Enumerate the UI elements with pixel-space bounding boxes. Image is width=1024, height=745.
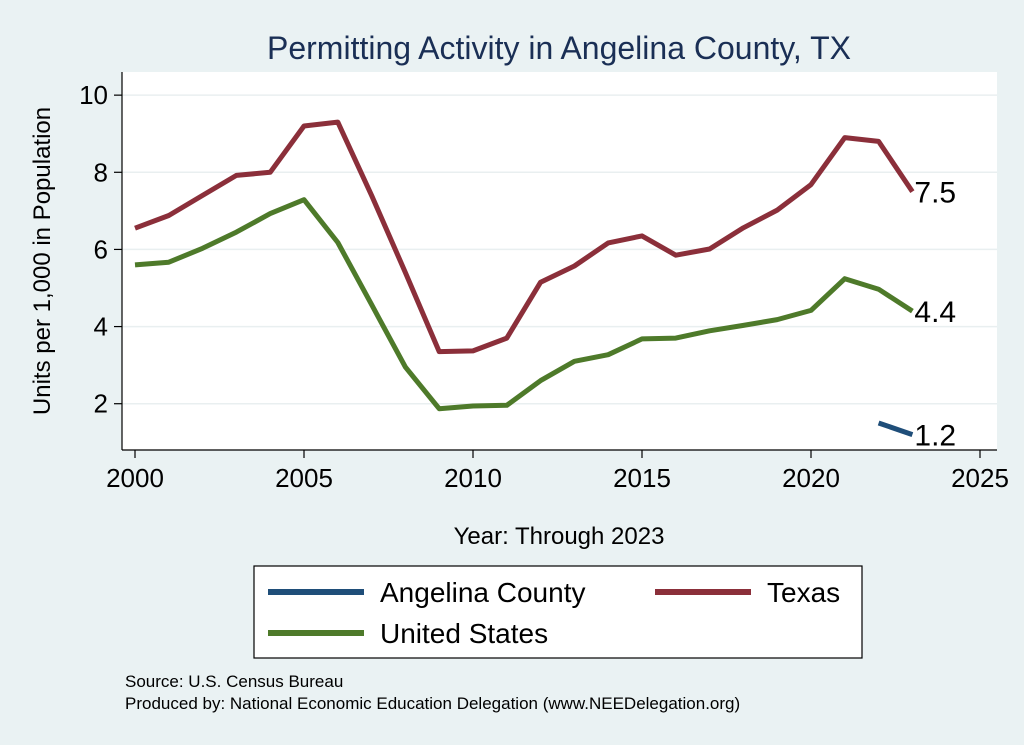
x-tick-label: 2020 [782, 463, 840, 493]
end-label-angelina-county: 1.2 [914, 420, 956, 453]
tick-marks: 2 4 6 8 10 2000 2005 2010 2015 2020 2025 [79, 80, 1009, 493]
x-tick-label: 2025 [951, 463, 1009, 493]
plot-area [122, 72, 997, 450]
produced-by-note: Produced by: National Economic Education… [125, 694, 740, 713]
legend: Angelina County Texas United States [253, 565, 863, 659]
series-layer [134, 119, 915, 437]
chart-title: Permitting Activity in Angelina County, … [267, 30, 851, 66]
end-label-united-states: 4.4 [914, 296, 956, 329]
x-axis-title: Year: Through 2023 [454, 523, 665, 550]
series-line-united-states [134, 197, 914, 412]
x-tick-label: 2005 [275, 463, 333, 493]
y-axis-title: Units per 1,000 in Population [29, 107, 56, 415]
x-tick-label: 2010 [444, 463, 502, 493]
series-line-texas [134, 119, 915, 355]
legend-box [253, 565, 863, 659]
x-tick-label: 2015 [613, 463, 671, 493]
end-labels: 1.2 7.5 4.4 [914, 177, 956, 453]
x-tick-label: 2000 [106, 463, 164, 493]
y-tick-label: 8 [94, 157, 108, 187]
y-tick-label: 4 [94, 312, 108, 342]
end-label-texas: 7.5 [914, 177, 956, 210]
y-tick-label: 6 [94, 234, 108, 264]
legend-label-texas: Texas [767, 577, 840, 608]
series-line-angelina-county [877, 420, 914, 437]
axes [121, 72, 997, 451]
legend-label-angelina-county: Angelina County [380, 577, 585, 608]
y-tick-label: 10 [79, 80, 108, 110]
source-note: Source: U.S. Census Bureau [125, 672, 343, 691]
legend-label-united-states: United States [380, 618, 548, 649]
y-tick-label: 2 [94, 389, 108, 419]
